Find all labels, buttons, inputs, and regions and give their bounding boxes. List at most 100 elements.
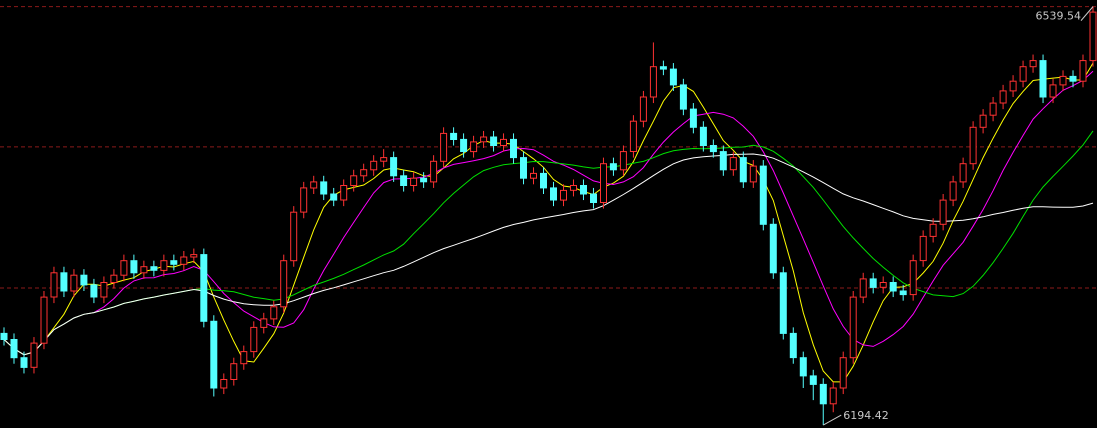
candle: [659, 60, 667, 76]
candle-body: [300, 187, 308, 213]
candle-body: [669, 68, 677, 86]
candle: [709, 139, 717, 158]
candle: [270, 300, 278, 325]
candle-body: [939, 199, 947, 225]
candle: [280, 254, 288, 313]
candle: [120, 254, 128, 282]
candle: [739, 151, 747, 188]
candle: [410, 172, 418, 192]
candle-body: [580, 185, 587, 195]
candle: [899, 284, 907, 301]
candle-body: [350, 175, 358, 187]
candle: [160, 254, 168, 277]
candle-body: [140, 266, 148, 274]
candle: [819, 378, 827, 426]
candle-body: [270, 306, 278, 320]
candle-body: [899, 290, 907, 296]
candle: [180, 250, 188, 271]
candle: [849, 290, 857, 364]
candle-body: [799, 357, 807, 377]
candle-body: [789, 332, 797, 359]
candle-body: [919, 235, 927, 262]
candle: [869, 272, 877, 294]
candle-body: [639, 96, 647, 122]
candle-body: [60, 272, 68, 292]
candle: [889, 276, 897, 298]
candle: [290, 206, 298, 267]
candle: [360, 163, 368, 182]
candle: [829, 381, 837, 413]
candle-body: [699, 126, 707, 147]
candle-body: [779, 272, 787, 334]
candle-body: [1079, 60, 1087, 82]
candle: [600, 157, 607, 209]
candle: [240, 345, 248, 370]
candle-body: [410, 177, 418, 186]
candle-body: [570, 185, 577, 191]
candle: [370, 155, 378, 176]
candle-body: [540, 172, 547, 189]
candle: [979, 109, 987, 134]
candle-body: [150, 266, 158, 271]
candle: [20, 351, 28, 374]
candle: [0, 327, 8, 346]
candle-body: [709, 145, 717, 153]
candle: [430, 155, 438, 188]
candle: [390, 151, 398, 182]
candle-body: [829, 387, 837, 405]
candle: [110, 269, 118, 289]
candle: [619, 145, 627, 176]
candle-body: [220, 379, 228, 389]
candle-body: [849, 296, 857, 359]
candle: [1069, 70, 1077, 88]
candle-body: [360, 169, 368, 177]
candle-body: [989, 102, 997, 116]
candle: [460, 133, 468, 158]
candle: [150, 260, 158, 277]
candle-body: [390, 157, 398, 177]
candle: [50, 266, 58, 304]
candle: [799, 351, 807, 388]
candle: [310, 175, 318, 194]
candle-body: [240, 351, 248, 365]
candle: [1089, 6, 1097, 67]
candle-body: [80, 274, 88, 286]
candle: [809, 369, 817, 401]
candle-body: [420, 177, 428, 183]
candle-body: [649, 66, 657, 98]
candle-body: [879, 282, 887, 288]
candle: [530, 167, 537, 185]
max-price-label: 6539.54: [1036, 10, 1082, 23]
candle: [100, 276, 108, 304]
candle-body: [380, 157, 388, 162]
candle: [1079, 54, 1087, 88]
candle-body: [70, 274, 78, 292]
candle: [759, 160, 767, 231]
candle-body: [949, 181, 957, 201]
candle: [90, 278, 98, 304]
candle-body: [250, 326, 258, 353]
candle: [470, 135, 478, 158]
candle: [1029, 54, 1037, 73]
candle-body: [889, 282, 897, 292]
ma20-line: [3, 130, 1094, 356]
candle: [1059, 70, 1067, 91]
candle: [320, 175, 328, 201]
candle: [919, 230, 927, 267]
candle: [779, 266, 787, 340]
candle-body: [320, 181, 328, 195]
candle-body: [130, 260, 138, 274]
candle: [879, 276, 887, 294]
candle-body: [560, 189, 567, 201]
candle-body: [619, 151, 627, 171]
candle-body: [1069, 75, 1077, 82]
candle-body: [280, 260, 288, 308]
candle: [250, 321, 258, 358]
candle: [609, 157, 617, 176]
candle: [689, 103, 697, 134]
candle: [719, 145, 727, 176]
candle: [60, 266, 68, 298]
candle-body: [1039, 60, 1047, 98]
candle-body: [839, 357, 847, 389]
